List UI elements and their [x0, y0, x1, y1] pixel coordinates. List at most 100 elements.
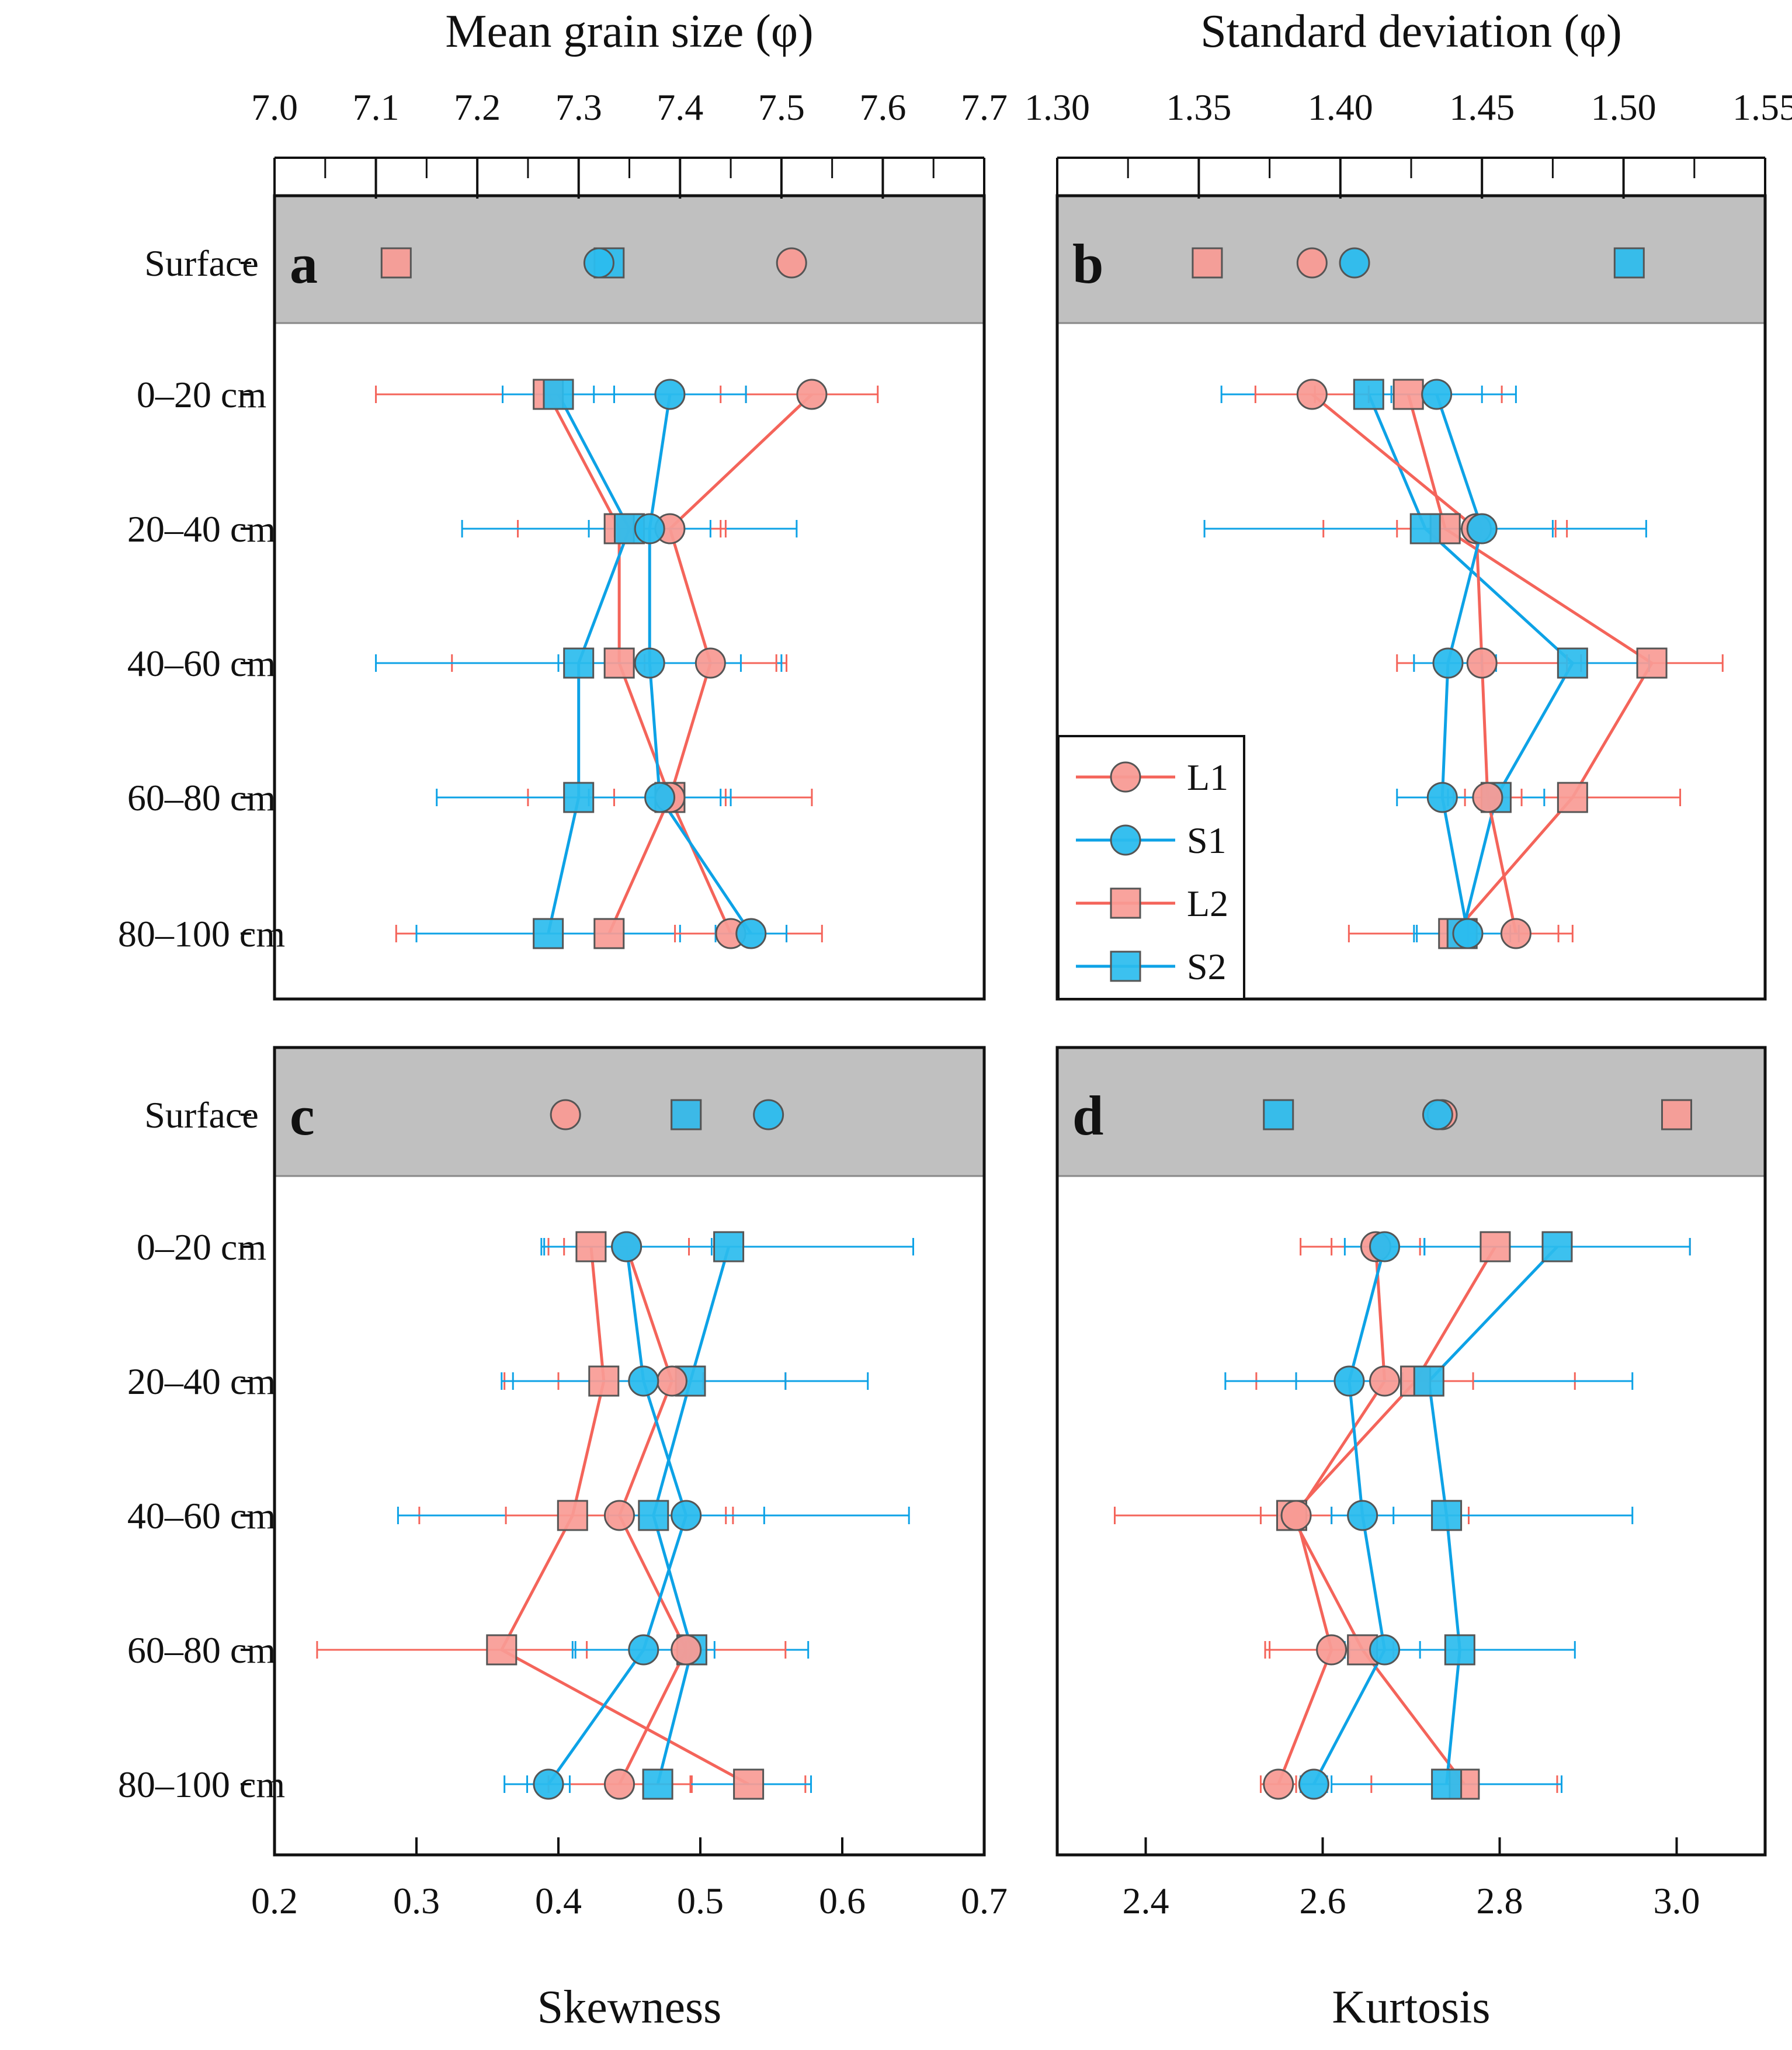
x-tick-label: 0.4: [535, 1880, 582, 1921]
surface-point-L2: [1661, 1099, 1692, 1130]
legend-marker-S1: [1110, 824, 1141, 856]
panel-d: [1055, 1046, 1767, 1857]
point-L1: [671, 1634, 702, 1666]
legend-label: S1: [1187, 820, 1227, 861]
point-S1: [654, 379, 686, 410]
x-tick-label: 7.6: [859, 86, 906, 128]
point-S1: [1369, 1231, 1401, 1262]
surface-point-L1: [550, 1099, 581, 1130]
point-L1: [603, 1500, 635, 1531]
point-L2: [588, 1365, 620, 1397]
point-S2: [638, 1500, 669, 1531]
x-tick-label: 0.2: [251, 1880, 298, 1921]
x-tick-label: 1.35: [1166, 86, 1231, 128]
point-S2: [1557, 647, 1588, 679]
x-tick-label: 7.4: [657, 86, 703, 128]
point-S1: [1333, 1365, 1365, 1397]
surface-band: [1057, 1047, 1765, 1176]
x-tick-label: 0.6: [819, 1880, 866, 1921]
x-axis-title: Mean grain size (φ): [445, 6, 813, 57]
depth-label: 0–20 cm: [137, 1226, 266, 1268]
panel-a: [241, 157, 986, 1001]
point-S1: [1298, 1768, 1329, 1800]
x-tick-label: 3.0: [1654, 1880, 1700, 1921]
legend-marker-S2: [1110, 951, 1141, 982]
point-S1: [634, 513, 665, 544]
point-S1: [644, 782, 676, 813]
legend-label: S2: [1187, 946, 1227, 987]
x-tick-label: 7.3: [555, 86, 602, 128]
surface-band: [275, 1047, 984, 1176]
surface-point-L1: [776, 247, 807, 279]
point-L1: [1466, 647, 1498, 679]
point-S2: [563, 647, 595, 679]
point-S2: [1444, 1634, 1475, 1666]
depth-label: Surface: [144, 1094, 258, 1136]
legend-marker-L2: [1110, 887, 1141, 919]
panel-letter: d: [1072, 1084, 1103, 1147]
point-L1: [1263, 1768, 1294, 1800]
point-S2: [713, 1231, 745, 1262]
point-S2: [1409, 513, 1441, 544]
point-S1: [634, 647, 665, 679]
point-S1: [611, 1231, 643, 1262]
point-L2: [557, 1500, 588, 1531]
x-tick-label: 0.7: [961, 1880, 1008, 1921]
panel-frame: [1055, 194, 1767, 1001]
point-L2: [603, 647, 635, 679]
point-L1: [694, 647, 726, 679]
depth-label: 40–60 cm: [127, 1495, 276, 1536]
point-S2: [1353, 379, 1384, 410]
point-S1: [1466, 513, 1498, 544]
point-L2: [575, 1231, 607, 1262]
depth-label: 0–20 cm: [137, 374, 266, 415]
x-tick-label: 2.8: [1477, 1880, 1523, 1921]
point-S1: [1452, 918, 1484, 949]
depth-label: 60–80 cm: [127, 777, 276, 818]
surface-point-L2: [380, 247, 412, 279]
point-S2: [1431, 1500, 1463, 1531]
point-S2: [1413, 1365, 1444, 1397]
surface-point-L1: [1296, 247, 1328, 279]
depth-label: 60–80 cm: [127, 1629, 276, 1671]
x-tick-label: 0.5: [677, 1880, 724, 1921]
point-S2: [533, 918, 564, 949]
surface-point-L2: [1192, 247, 1223, 279]
depth-label: 80–100 cm: [118, 913, 285, 955]
surface-point-S2: [1263, 1099, 1294, 1130]
point-L1: [603, 1768, 635, 1800]
point-L1: [1472, 782, 1503, 813]
surface-point-S2: [671, 1099, 702, 1130]
legend-label: L2: [1187, 883, 1228, 924]
surface-point-S2: [1613, 247, 1645, 279]
x-axis-title: Kurtosis: [1332, 1982, 1490, 2033]
point-S1: [1426, 782, 1458, 813]
surface-point-S1: [1422, 1099, 1453, 1130]
surface-point-S1: [753, 1099, 784, 1130]
point-L1: [1369, 1365, 1401, 1397]
panel-letter: b: [1072, 233, 1103, 295]
depth-label: Surface: [144, 242, 258, 284]
point-L2: [593, 918, 625, 949]
x-tick-label: 1.40: [1308, 86, 1373, 128]
panel-c: [241, 1046, 986, 1857]
depth-label: 20–40 cm: [127, 1361, 276, 1402]
point-S1: [671, 1500, 702, 1531]
x-axis-title: Skewness: [537, 1982, 722, 2033]
x-tick-label: 7.5: [758, 86, 805, 128]
legend-label: L1: [1187, 757, 1228, 798]
point-L2: [1636, 647, 1668, 679]
point-L2: [1392, 379, 1424, 410]
point-S1: [628, 1365, 659, 1397]
point-S1: [1369, 1634, 1401, 1666]
x-tick-label: 0.3: [393, 1880, 440, 1921]
x-tick-label: 1.30: [1025, 86, 1090, 128]
point-L1: [1316, 1634, 1348, 1666]
point-S1: [1421, 379, 1453, 410]
panel-b: [1055, 157, 1767, 1001]
x-tick-label: 7.1: [353, 86, 400, 128]
point-S2: [642, 1768, 673, 1800]
panel-letter: c: [290, 1084, 315, 1147]
x-tick-label: 1.55: [1732, 86, 1792, 128]
x-tick-label: 1.45: [1449, 86, 1515, 128]
